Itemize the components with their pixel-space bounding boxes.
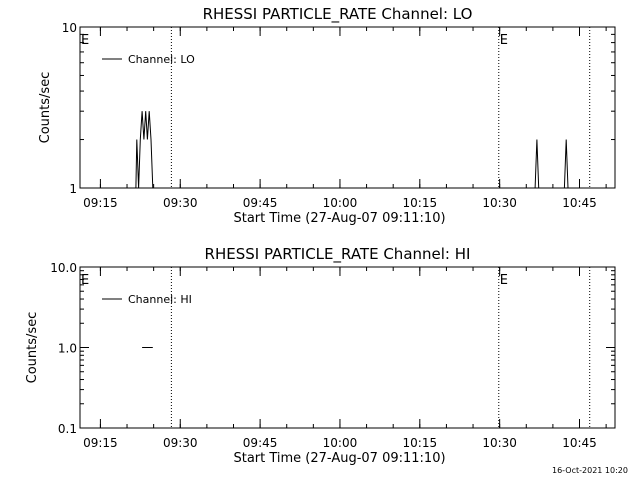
event-marker-label: E [81,33,89,48]
event-marker-label: E [500,33,508,48]
series-line [563,139,569,189]
legend-entry: Channel: HI [128,293,192,306]
chart-title: RHESSI PARTICLE_RATE Channel: LO [203,5,473,24]
x-tick-label: 09:15 [83,436,118,450]
x-tick-label: 10:45 [562,436,597,450]
y-axis-label: Counts/sec [25,312,40,384]
y-tick-label: 0.1 [58,422,77,436]
y-tick-label: 10.0 [50,261,77,275]
x-axis-label: Start Time (27-Aug-07 09:11:10) [233,451,445,466]
x-tick-label: 09:30 [163,196,198,210]
x-tick-label: 10:45 [562,196,597,210]
x-tick-label: 09:45 [243,196,278,210]
y-tick-label: 1.0 [58,342,77,356]
x-tick-label: 10:30 [482,436,517,450]
plot-frame [79,26,616,189]
x-tick-label: 09:30 [163,436,198,450]
event-marker-label: E [500,273,508,288]
y-axis-label: Counts/sec [38,72,53,144]
x-tick-label: 09:45 [243,436,278,450]
chart-title: RHESSI PARTICLE_RATE Channel: HI [205,245,471,264]
y-tick-label: 10 [62,21,77,35]
chart-panel-2: RHESSI PARTICLE_RATE Channel: HI 09:15 09:… [25,245,616,466]
series-line [135,111,154,189]
x-tick-label: 09:15 [83,196,118,210]
x-tick-label: 10:15 [403,196,438,210]
y-tick-label: 1 [69,182,77,196]
series-line [534,139,540,189]
x-tick-label: 10:00 [323,196,358,210]
legend-entry: Channel: LO [128,53,195,66]
plot-frame [79,266,616,429]
x-tick-label: 10:30 [482,196,517,210]
event-marker-label: E [81,273,89,288]
footer-timestamp: 16-Oct-2021 10:20 [552,466,628,475]
x-tick-label: 10:00 [323,436,358,450]
x-tick-label: 10:15 [403,436,438,450]
chart-panel-1: RHESSI PARTICLE_RATE Channel: LO 09:15 09:… [38,5,616,226]
x-axis-label: Start Time (27-Aug-07 09:11:10) [233,211,445,226]
